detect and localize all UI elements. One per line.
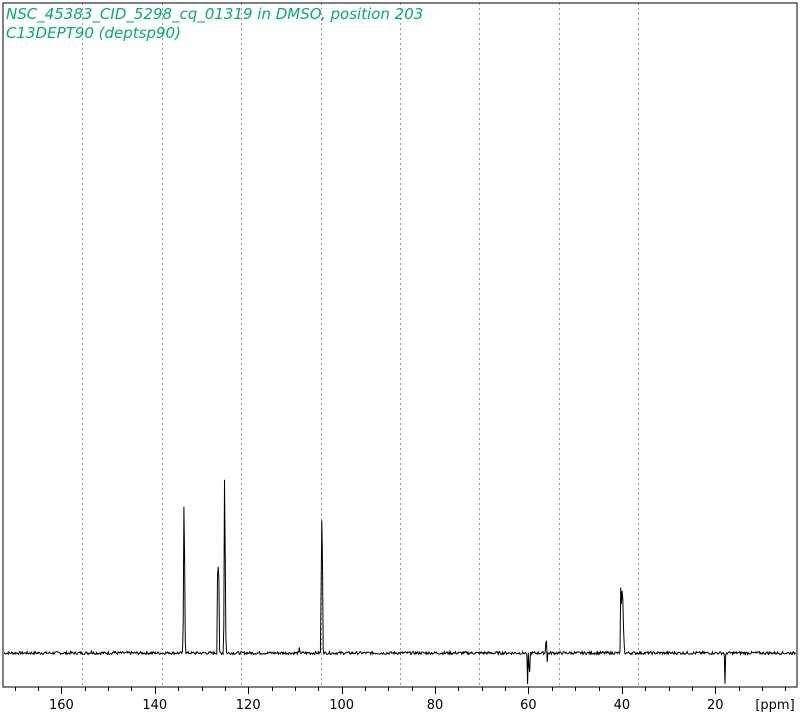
spectrum-trace bbox=[3, 479, 797, 685]
spectrum-title: NSC_45383_CID_5298_cq_01319 in DMSO, pos… bbox=[6, 5, 424, 23]
x-axis-tick-label: 80 bbox=[427, 698, 444, 713]
x-axis-tick-label: 20 bbox=[707, 698, 724, 713]
x-axis-tick-label: 120 bbox=[236, 698, 261, 713]
x-axis-tick-label: 140 bbox=[142, 698, 167, 713]
x-axis-tick-label: 40 bbox=[614, 698, 631, 713]
x-axis-tick-label: 60 bbox=[520, 698, 537, 713]
x-axis-tick-label: 100 bbox=[329, 698, 354, 713]
grid-layer bbox=[82, 3, 639, 687]
x-axis-unit-label: [ppm] bbox=[755, 698, 794, 713]
x-axis-tick-label: 160 bbox=[49, 698, 74, 713]
x-axis-ticks: 160 140 120 100 80 60 40 20 bbox=[15, 687, 786, 713]
plot-frame bbox=[2, 2, 798, 688]
spectrum-subtitle: C13DEPT90 (deptsp90) bbox=[6, 24, 181, 42]
